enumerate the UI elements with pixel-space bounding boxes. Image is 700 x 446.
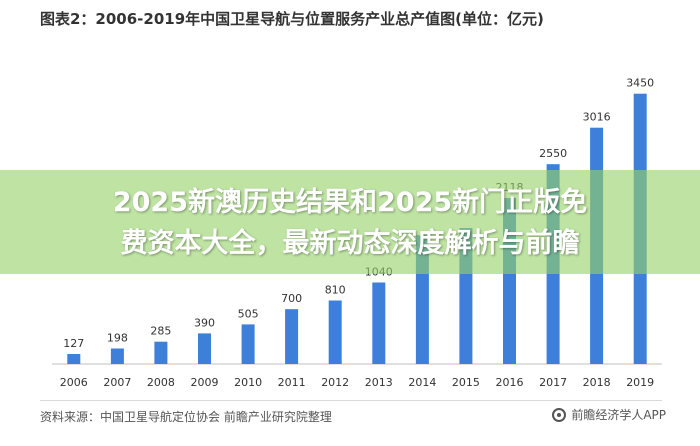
x-tick-2016: 2016 <box>496 376 524 389</box>
bar-2011 <box>285 309 299 364</box>
x-tick-2008: 2008 <box>147 376 175 389</box>
x-tick-2015: 2015 <box>452 376 480 389</box>
x-tick-2014: 2014 <box>408 376 436 389</box>
value-label-2017: 2550 <box>539 147 567 160</box>
value-label-2012: 810 <box>325 284 346 297</box>
bar-2010 <box>241 324 255 364</box>
bar-2008 <box>154 341 168 364</box>
value-label-2006: 127 <box>63 337 84 350</box>
x-tick-2017: 2017 <box>539 376 567 389</box>
footer-divider <box>40 400 662 401</box>
brand-logo-icon <box>552 407 567 422</box>
brand-credit: 前瞻经济学人APP <box>552 406 666 423</box>
brand-name: 前瞻经济学人APP <box>571 408 666 422</box>
banner-line-2: 费资本大全，最新动态深度解析与前瞻 <box>120 228 580 259</box>
x-tick-2006: 2006 <box>60 376 88 389</box>
value-label-2007: 198 <box>107 332 128 345</box>
value-label-2009: 390 <box>194 316 215 329</box>
bar-2007 <box>110 348 124 364</box>
x-tick-2010: 2010 <box>234 376 262 389</box>
bar-2013 <box>372 282 386 364</box>
value-label-2010: 505 <box>238 307 259 320</box>
banner-line-1: 2025新澳历史结果和2025新门正版免 <box>112 187 588 218</box>
value-label-2011: 700 <box>281 292 302 305</box>
bar-2006 <box>67 354 81 364</box>
x-tick-2013: 2013 <box>365 376 393 389</box>
chart-title: 图表2：2006-2019年中国卫星导航与位置服务产业总产值图(单位：亿元) <box>40 10 544 28</box>
value-label-2019: 3450 <box>626 77 654 90</box>
x-tick-2012: 2012 <box>321 376 349 389</box>
x-tick-2011: 2011 <box>278 376 306 389</box>
x-tick-2019: 2019 <box>626 376 654 389</box>
overlay-banner-text: 2025新澳历史结果和2025新门正版免 费资本大全，最新动态深度解析与前瞻 <box>0 182 700 264</box>
overlay-banner <box>0 170 700 274</box>
bar-2012 <box>328 300 342 364</box>
bar-2009 <box>198 333 211 364</box>
source-note: 资料来源：中国卫星导航定位协会 前瞻产业研究院整理 <box>40 410 332 424</box>
value-label-2008: 285 <box>150 325 171 338</box>
x-tick-2007: 2007 <box>103 376 131 389</box>
x-tick-2018: 2018 <box>583 376 611 389</box>
x-tick-2009: 2009 <box>191 376 219 389</box>
value-label-2018: 3016 <box>583 111 611 124</box>
